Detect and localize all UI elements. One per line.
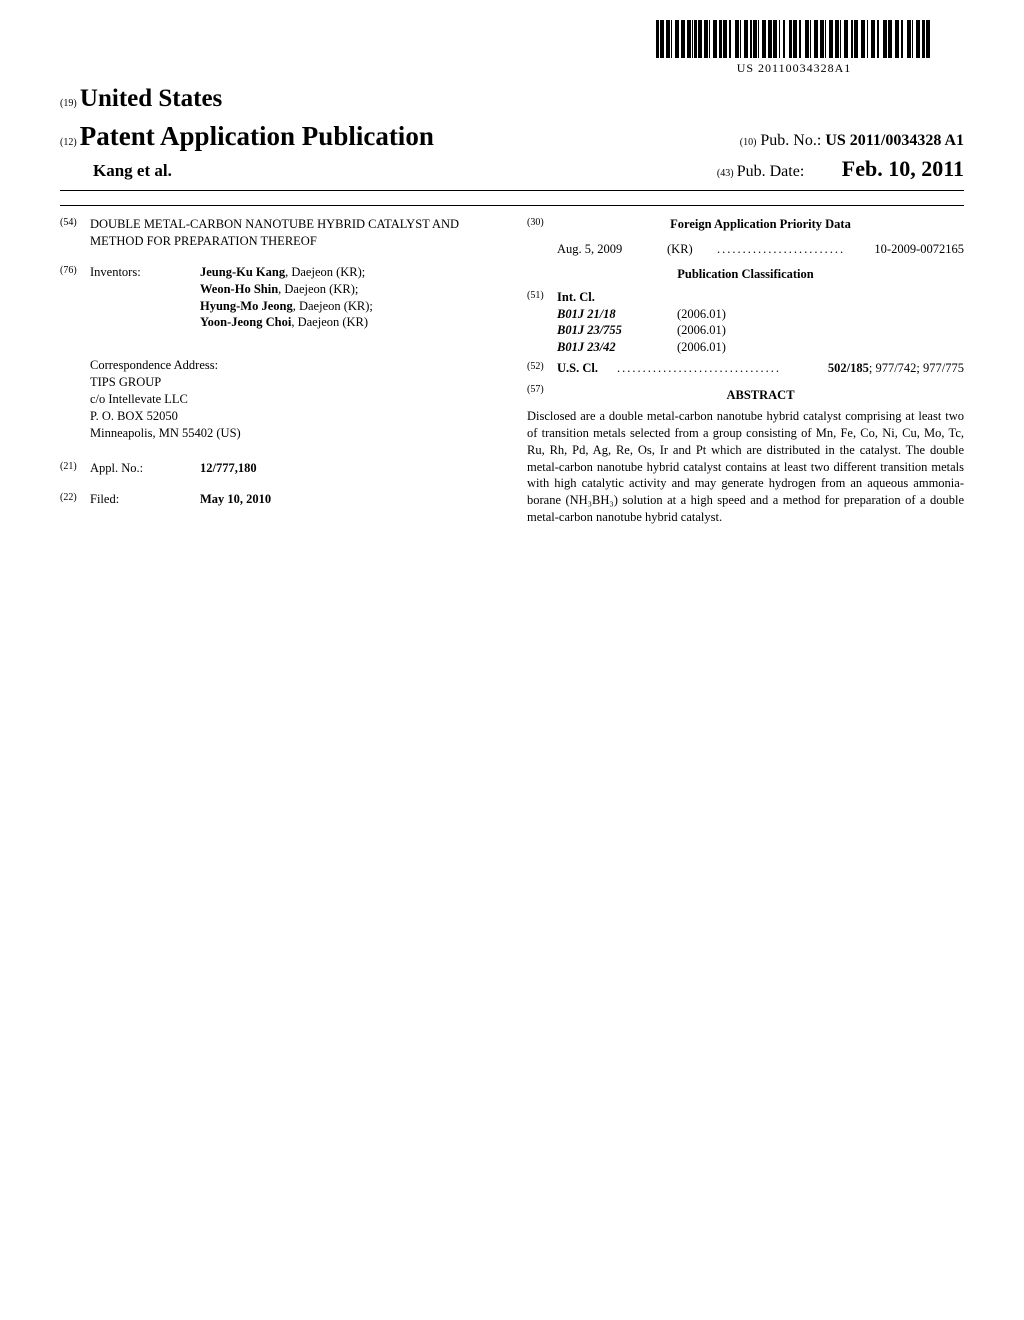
uscl-values: 502/185; 977/742; 977/775: [828, 360, 964, 377]
uscl-dots: ................................: [617, 360, 828, 377]
pub-no-label: Pub. No.:: [760, 132, 821, 149]
pub-date-block: (43) Pub. Date: Feb. 10, 2011: [717, 154, 964, 184]
authors-heading: Kang et al.: [60, 160, 172, 183]
code-22: (22): [60, 491, 90, 508]
correspondence-label: Correspondence Address:: [90, 357, 497, 374]
foreign-number: 10-2009-0072165: [844, 241, 964, 258]
correspondence-line-3: P. O. BOX 52050: [90, 408, 497, 425]
inventors-label: Inventors:: [90, 264, 200, 332]
invention-title: DOUBLE METAL-CARBON NANOTUBE HYBRID CATA…: [90, 216, 497, 250]
code-10: (10): [740, 137, 757, 148]
right-column: (30) Foreign Application Priority Data A…: [527, 216, 964, 526]
barcode-number: US 20110034328A1: [624, 60, 964, 76]
abstract-heading-row: (57) ABSTRACT: [527, 383, 964, 408]
pub-date-value: Feb. 10, 2011: [842, 156, 964, 181]
code-76: (76): [60, 264, 90, 332]
pub-class-heading: Publication Classification: [527, 266, 964, 283]
code-57: (57): [527, 383, 557, 408]
left-column: (54) DOUBLE METAL-CARBON NANOTUBE HYBRID…: [60, 216, 497, 526]
filed-value: May 10, 2010: [200, 491, 497, 508]
code-19: (19): [60, 98, 77, 109]
thin-rule: [60, 205, 964, 206]
foreign-heading: Foreign Application Priority Data: [557, 216, 964, 233]
heavy-rule: [60, 190, 964, 191]
inventor-location: , Daejeon (KR);: [285, 265, 365, 279]
publication-type: Patent Application Publication: [80, 121, 434, 151]
code-12: (12): [60, 137, 77, 148]
inventor-name: Yoon-Jeong Choi: [200, 315, 291, 329]
inventor-line: Hyung-Mo Jeong, Daejeon (KR);: [200, 298, 497, 315]
code-43: (43): [717, 168, 734, 179]
correspondence-line-4: Minneapolis, MN 55402 (US): [90, 425, 497, 442]
two-column-body: (54) DOUBLE METAL-CARBON NANOTUBE HYBRID…: [60, 216, 964, 526]
appl-no-field: (21) Appl. No.: 12/777,180: [60, 460, 497, 477]
inventor-line: Weon-Ho Shin, Daejeon (KR);: [200, 281, 497, 298]
publication-line: (12) Patent Application Publication (10)…: [60, 118, 964, 154]
foreign-priority-row: Aug. 5, 2009 (KR) ......................…: [557, 241, 964, 258]
inventor-name: Hyung-Mo Jeong: [200, 299, 293, 313]
intcl-version: (2006.01): [677, 306, 726, 323]
pub-right: (10) Pub. No.: US 2011/0034328 A1: [740, 130, 964, 152]
pub-date-label: Pub. Date:: [737, 163, 805, 180]
filed-label: Filed:: [90, 491, 200, 508]
uscl-first: 502/185: [828, 361, 869, 375]
inventor-location: , Daejeon (KR): [291, 315, 368, 329]
foreign-heading-row: (30) Foreign Application Priority Data: [527, 216, 964, 233]
barcode-bars: [624, 20, 964, 58]
uscl-rest: ; 977/742; 977/775: [869, 361, 964, 375]
inventors-list: Jeung-Ku Kang, Daejeon (KR);Weon-Ho Shin…: [200, 264, 497, 332]
intcl-heading-row: (51) Int. Cl.: [527, 289, 964, 306]
title-field: (54) DOUBLE METAL-CARBON NANOTUBE HYBRID…: [60, 216, 497, 250]
abstract-heading: ABSTRACT: [557, 387, 964, 404]
intcl-version: (2006.01): [677, 322, 726, 339]
filed-field: (22) Filed: May 10, 2010: [60, 491, 497, 508]
foreign-date: Aug. 5, 2009: [557, 241, 667, 258]
patent-page: US 20110034328A1 (19) United States (12)…: [0, 0, 1024, 526]
foreign-dots: ...............................: [717, 241, 844, 258]
code-30: (30): [527, 216, 557, 233]
inventor-line: Yoon-Jeong Choi, Daejeon (KR): [200, 314, 497, 331]
intcl-code: B01J 23/42: [557, 339, 677, 356]
intcl-list: B01J 21/18(2006.01)B01J 23/755(2006.01)B…: [527, 306, 964, 357]
inventor-location: , Daejeon (KR);: [293, 299, 373, 313]
pub-left: (12) Patent Application Publication: [60, 118, 434, 154]
intcl-label: Int. Cl.: [557, 289, 595, 306]
header-block: (19) United States (12) Patent Applicati…: [60, 82, 964, 184]
abstract-body: Disclosed are a double metal-carbon nano…: [527, 408, 964, 526]
intcl-code: B01J 21/18: [557, 306, 677, 323]
intcl-row: B01J 21/18(2006.01): [557, 306, 964, 323]
inventor-name: Jeung-Ku Kang: [200, 265, 285, 279]
inventors-field: (76) Inventors: Jeung-Ku Kang, Daejeon (…: [60, 264, 497, 332]
code-52: (52): [527, 360, 557, 377]
pub-no-line: (10) Pub. No.: US 2011/0034328 A1: [740, 130, 964, 152]
intcl-code: B01J 23/755: [557, 322, 677, 339]
inventor-line: Jeung-Ku Kang, Daejeon (KR);: [200, 264, 497, 281]
correspondence-line-1: TIPS GROUP: [90, 374, 497, 391]
country-name: United States: [80, 85, 222, 112]
intcl-version: (2006.01): [677, 339, 726, 356]
country-line: (19) United States: [60, 82, 964, 116]
appl-no-label: Appl. No.:: [90, 460, 200, 477]
appl-no-value: 12/777,180: [200, 460, 497, 477]
pub-no-value: US 2011/0034328 A1: [825, 132, 964, 149]
uscl-label: U.S. Cl.: [557, 360, 617, 377]
uscl-row: (52) U.S. Cl. ..........................…: [527, 360, 964, 377]
author-date-line: Kang et al. (43) Pub. Date: Feb. 10, 201…: [60, 154, 964, 184]
code-51: (51): [527, 289, 557, 306]
code-21: (21): [60, 460, 90, 477]
foreign-country: (KR): [667, 241, 717, 258]
inventor-name: Weon-Ho Shin: [200, 282, 278, 296]
correspondence-line-2: c/o Intellevate LLC: [90, 391, 497, 408]
intcl-row: B01J 23/755(2006.01): [557, 322, 964, 339]
barcode-block: US 20110034328A1: [624, 20, 964, 76]
intcl-row: B01J 23/42(2006.01): [557, 339, 964, 356]
correspondence-block: Correspondence Address: TIPS GROUP c/o I…: [60, 357, 497, 441]
inventor-location: , Daejeon (KR);: [278, 282, 358, 296]
code-54: (54): [60, 216, 90, 250]
